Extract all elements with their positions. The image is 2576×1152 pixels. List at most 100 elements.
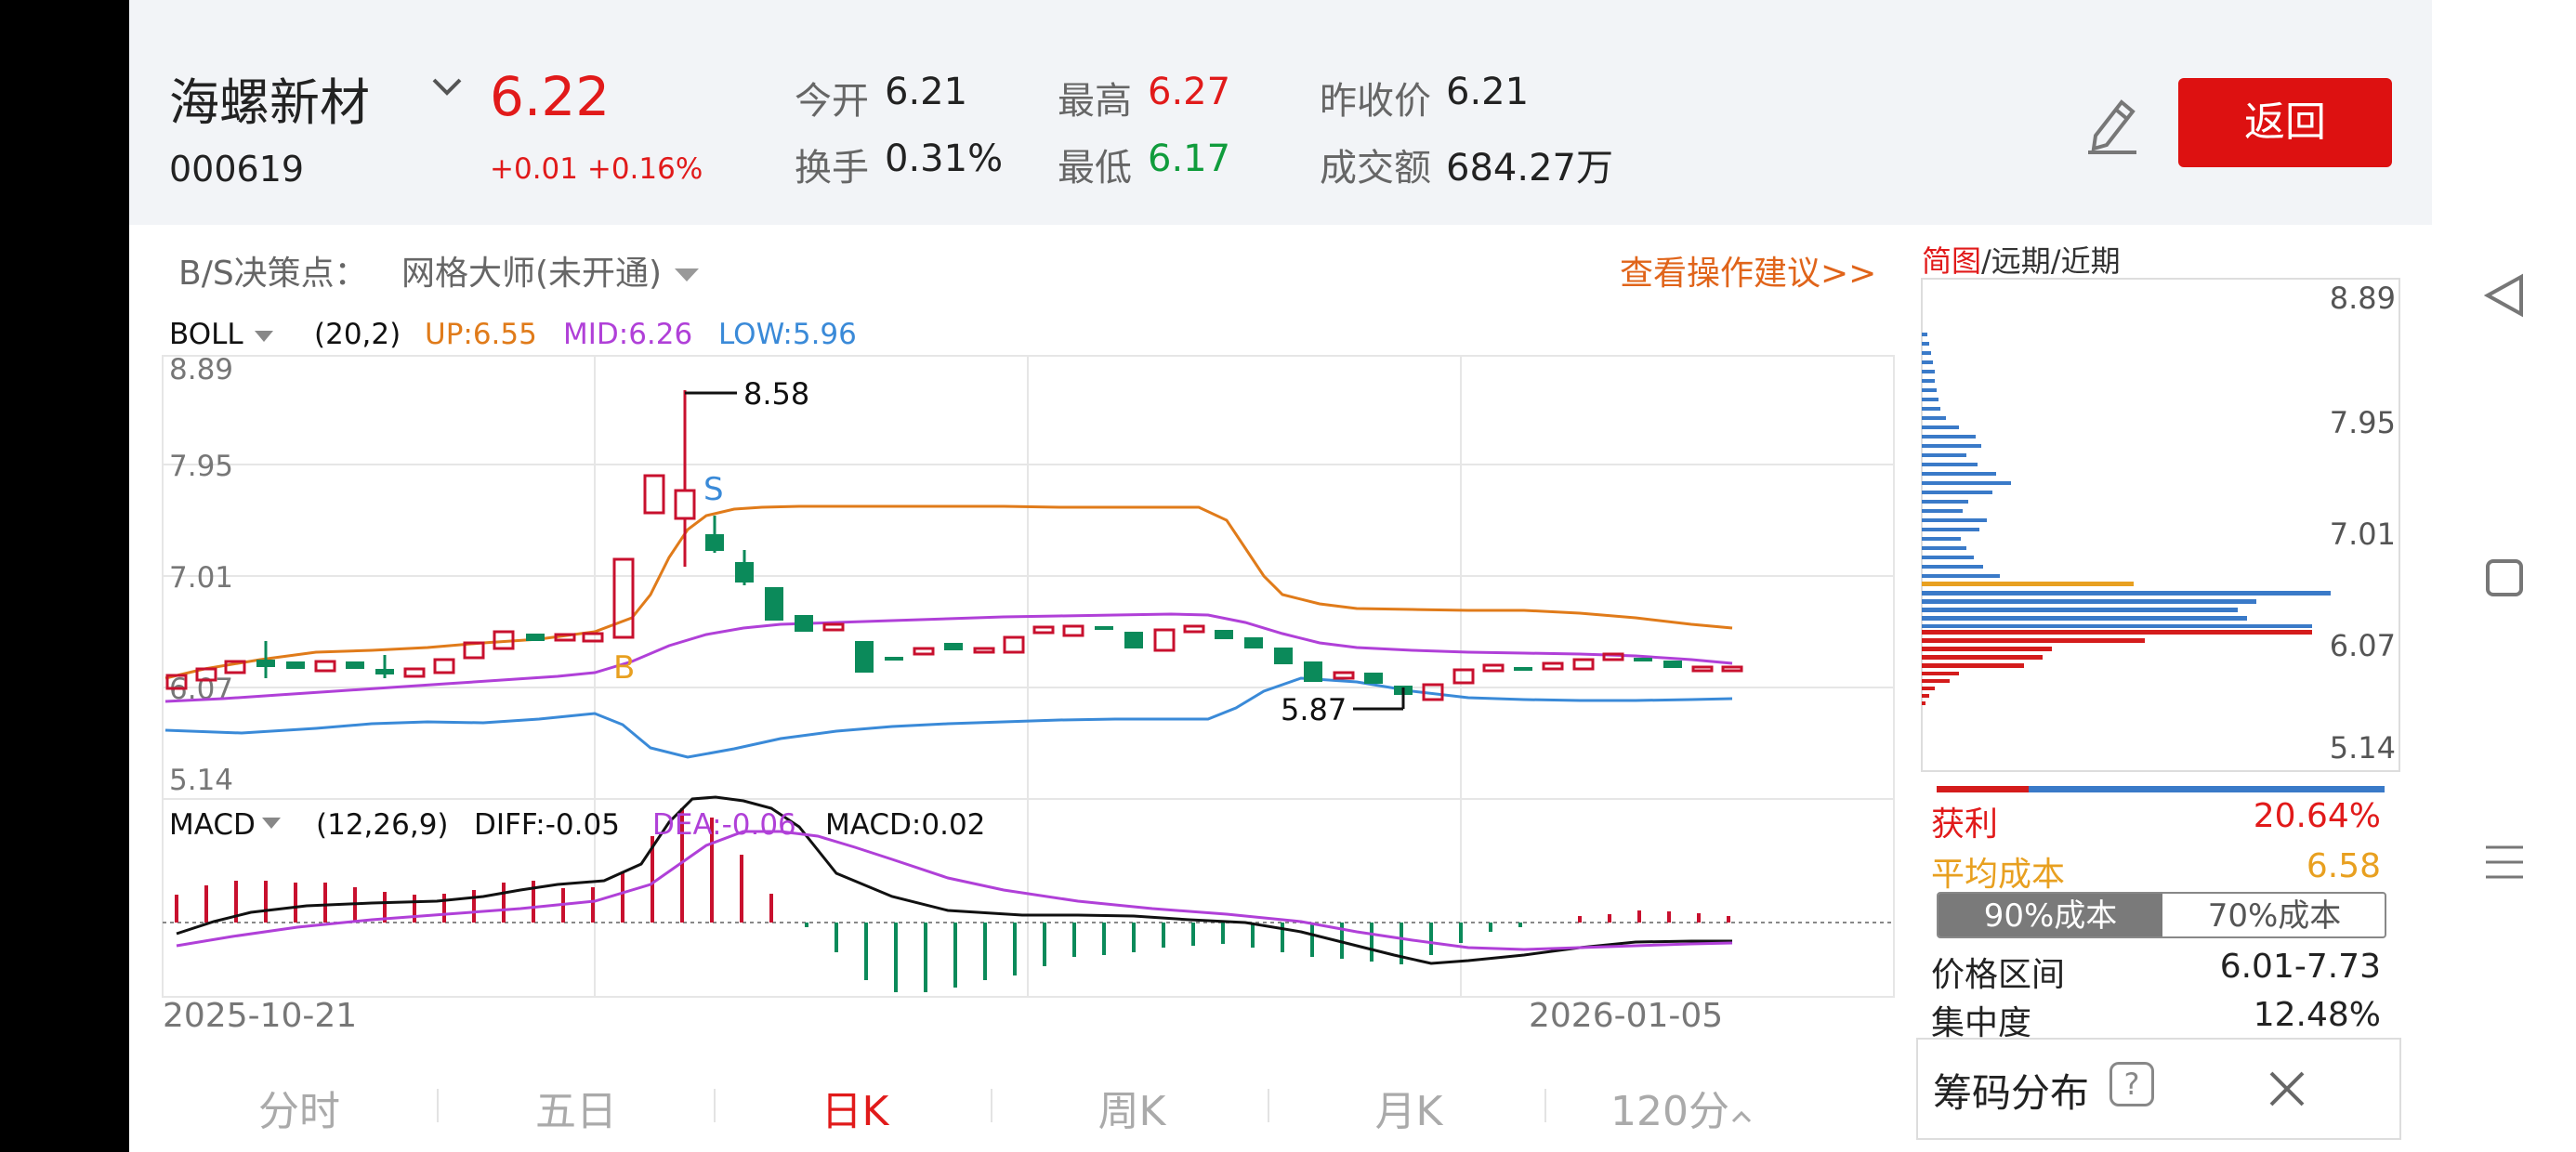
price-range-value: 6.01-7.73 — [2219, 948, 2381, 986]
candle-up — [493, 630, 515, 650]
candle-up — [1452, 668, 1475, 685]
concentration-value: 12.48% — [2253, 996, 2381, 1034]
operation-advice-link[interactable]: 查看操作建议>> — [1620, 255, 1877, 293]
nav-menu-icon[interactable] — [2484, 842, 2525, 883]
avg-cost-row: 平均成本 6.58 — [1931, 847, 2381, 896]
candlesticks — [165, 390, 1743, 701]
candle-up — [612, 557, 635, 639]
macd-name[interactable]: MACD — [169, 808, 256, 842]
close-icon[interactable] — [2267, 1069, 2307, 1108]
caret-down-icon — [262, 818, 281, 829]
candle-down — [944, 643, 963, 650]
price-range-row: 价格区间 6.01-7.73 — [1931, 948, 2381, 996]
turnover-label: 换手 — [795, 147, 869, 190]
candle-down — [526, 634, 545, 641]
candle-up — [1062, 624, 1084, 637]
macd-dea-line — [176, 830, 1733, 951]
caret-down-icon — [674, 268, 699, 281]
chevron-down-icon[interactable] — [430, 72, 464, 104]
candle-up — [643, 474, 665, 515]
candle-down — [1274, 648, 1293, 664]
high-value: 6.27 — [1148, 71, 1231, 113]
tab-separator — [437, 1089, 439, 1122]
macd-params: (12,26,9) — [316, 808, 449, 842]
concentration-row: 集中度 12.48% — [1931, 996, 2381, 1044]
back-button[interactable]: 返回 — [2178, 78, 2392, 167]
candle-up — [1003, 635, 1025, 654]
tab-cost-90[interactable]: 90%成本 — [1939, 894, 2162, 936]
candle-up — [195, 667, 217, 682]
grid-master-label: 网格大师(未开通) — [401, 255, 663, 293]
candle-up — [822, 622, 845, 632]
candle-down — [1663, 661, 1682, 668]
open-label: 今开 — [795, 80, 869, 123]
avg-cost-label: 平均成本 — [1931, 856, 2066, 894]
prev-close-value: 6.21 — [1446, 71, 1530, 113]
candle-up — [165, 674, 188, 690]
price-tick: 7.95 — [169, 450, 233, 483]
tab-daily-k[interactable]: 日K — [821, 1088, 889, 1135]
boll-indicator-select[interactable]: BOLL — [169, 318, 275, 351]
tab-five-day[interactable]: 五日 — [535, 1088, 617, 1135]
boll-mid-line — [164, 612, 1733, 703]
tab-separator — [1268, 1089, 1269, 1122]
candle-down — [1304, 661, 1322, 682]
edit-pencil-icon[interactable] — [2084, 93, 2140, 160]
stock-name[interactable]: 海螺新材 — [169, 73, 370, 132]
tab-separator — [991, 1089, 992, 1122]
nav-back-icon[interactable] — [2484, 273, 2525, 318]
candle-up — [582, 632, 604, 643]
boll-low-line — [164, 676, 1733, 759]
start-date: 2025-10-21 — [163, 997, 358, 1035]
chip-view-range[interactable]: /远期/近期 — [1981, 243, 2121, 279]
caret-down-icon — [254, 331, 273, 342]
tab-separator — [1544, 1089, 1546, 1122]
chip-panel-title: 筹码分布 — [1933, 1070, 2090, 1116]
candle-up — [1333, 671, 1355, 680]
tab-timeshare[interactable]: 分时 — [258, 1088, 340, 1135]
macd-value: MACD:0.02 — [825, 808, 985, 842]
high-marker-label: 8.58 — [743, 376, 809, 412]
bs-decision-label: B/S决策点： — [178, 255, 368, 293]
candle-up — [973, 647, 995, 654]
candle-down — [286, 661, 305, 669]
cost-tab-switch[interactable]: 90%成本 70%成本 — [1937, 892, 2386, 938]
price-tick: 8.89 — [169, 353, 233, 386]
quote-header: 海螺新材 000619 6.22 +0.01 +0.16% 今开 6.21 换手… — [129, 0, 2432, 225]
tab-cost-70[interactable]: 70%成本 — [2207, 897, 2342, 935]
candle-up — [1183, 624, 1205, 634]
high-label: 最高 — [1058, 80, 1132, 123]
low-label: 最低 — [1058, 147, 1132, 190]
chip-view-simple[interactable]: 简图 — [1922, 243, 1982, 279]
open-value: 6.21 — [885, 71, 968, 113]
macd-dea: DEA:-0.06 — [652, 808, 796, 842]
sell-signal: S — [703, 471, 724, 508]
stock-code: 000619 — [169, 149, 305, 190]
chip-view-switch[interactable]: 简图/远期/近期 — [1922, 238, 2121, 281]
candle-up — [1602, 652, 1624, 661]
candle-down — [1514, 667, 1532, 671]
help-icon[interactable]: ? — [2109, 1062, 2154, 1106]
candle-down — [885, 657, 903, 661]
tab-120-min[interactable]: 120分 — [1561, 1078, 1803, 1137]
price-tick: 5.14 — [169, 764, 233, 797]
candle-up — [1542, 661, 1564, 671]
macd-diff-line — [176, 795, 1732, 965]
candle-down — [1634, 658, 1652, 661]
macd-diff: DIFF:-0.05 — [474, 808, 620, 842]
profit-label: 获利 — [1931, 805, 1999, 844]
price-range-label: 价格区间 — [1931, 956, 2066, 994]
tab-weekly-k[interactable]: 周K — [1097, 1088, 1166, 1135]
boll-params: (20,2) — [314, 318, 401, 351]
tab-monthly-k[interactable]: 月K — [1374, 1088, 1443, 1135]
grid-master-dropdown[interactable]: 网格大师(未开通) — [401, 246, 701, 295]
chevron-up-icon — [1731, 1110, 1752, 1123]
boll-mid: MID:6.26 — [563, 318, 693, 351]
candle-up — [674, 489, 696, 520]
boll-low: LOW:5.96 — [718, 318, 857, 351]
tab-120-min-label: 120分 — [1610, 1088, 1729, 1135]
nav-home-icon[interactable] — [2484, 557, 2525, 598]
candle-down — [1095, 626, 1113, 630]
candle-up — [403, 667, 426, 678]
